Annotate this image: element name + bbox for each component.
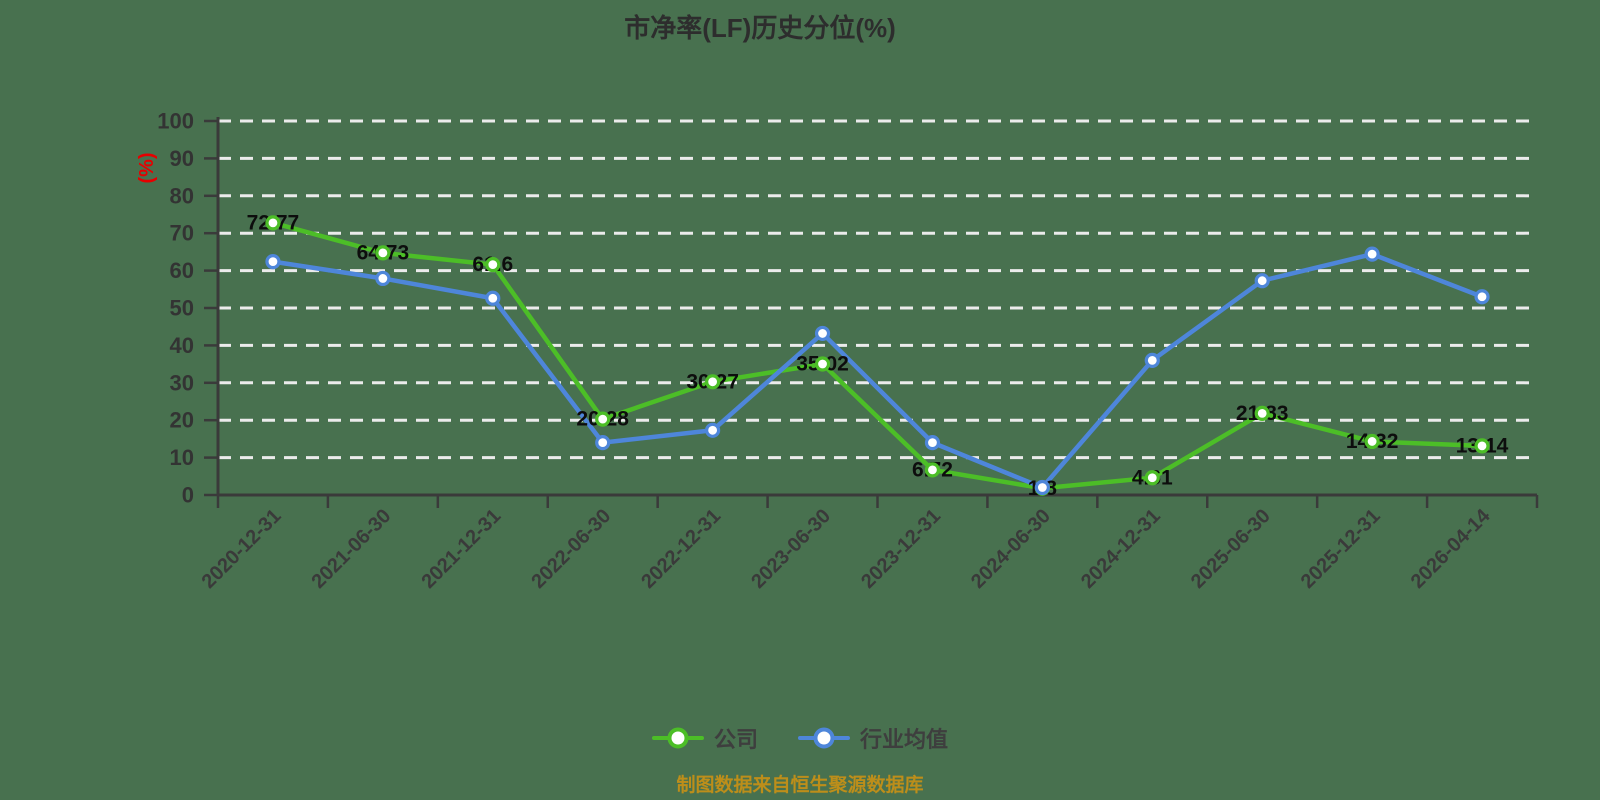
axes bbox=[216, 117, 1537, 497]
industry-series-marker-icon bbox=[798, 726, 850, 750]
data-point-marker[interactable] bbox=[1364, 246, 1380, 262]
legend-label-company: 公司 bbox=[713, 727, 758, 752]
y-tick-label: 10 bbox=[170, 445, 194, 470]
data-point-marker[interactable] bbox=[485, 257, 501, 273]
x-tick-label: 2024-06-30 bbox=[967, 505, 1055, 593]
data-point-marker[interactable] bbox=[485, 290, 501, 306]
gridlines bbox=[218, 119, 1537, 460]
y-tick-label: 100 bbox=[157, 109, 194, 134]
y-tick-label: 90 bbox=[170, 146, 194, 171]
x-tick-label: 2025-12-31 bbox=[1297, 505, 1385, 593]
data-point-marker[interactable] bbox=[924, 462, 941, 478]
x-tick-label: 2022-06-30 bbox=[527, 505, 615, 593]
x-tick-label: 2022-12-31 bbox=[637, 505, 725, 593]
data-point-marker[interactable] bbox=[595, 411, 611, 427]
data-point-marker[interactable] bbox=[924, 435, 941, 451]
y-tick-label: 60 bbox=[170, 258, 194, 283]
y-tick-label: 30 bbox=[170, 370, 194, 395]
data-point-marker[interactable] bbox=[814, 356, 831, 372]
x-tick-label: 2025-06-30 bbox=[1187, 505, 1275, 593]
data-point-marker[interactable] bbox=[1144, 352, 1160, 368]
data-point-marker[interactable] bbox=[1474, 438, 1490, 454]
data-point-marker[interactable] bbox=[1474, 289, 1490, 305]
data-point-marker[interactable] bbox=[375, 245, 391, 261]
x-axis-ticks: 2020-12-31 2021-06-30 2021-12-31 2022-06-30… bbox=[198, 495, 1539, 593]
x-tick-label: 2023-06-30 bbox=[747, 505, 835, 593]
x-tick-label: 2020-12-31 bbox=[198, 505, 286, 593]
y-axis-ticks: 0 10 20 30 40 50 60 70 80 90 100 bbox=[157, 109, 218, 508]
data-point-marker[interactable] bbox=[1254, 405, 1270, 421]
data-point-marker[interactable] bbox=[705, 374, 721, 390]
legend-item-company[interactable]: 公司 bbox=[651, 722, 758, 754]
y-tick-label: 70 bbox=[170, 221, 194, 246]
data-point-marker[interactable] bbox=[814, 325, 831, 342]
data-point-marker[interactable] bbox=[375, 270, 391, 287]
x-tick-label: 2021-06-30 bbox=[308, 505, 396, 593]
y-axis-unit-label: (%) bbox=[136, 152, 158, 183]
data-point-marker[interactable] bbox=[1144, 470, 1160, 486]
legend-item-industry-average[interactable]: 行业均值 bbox=[798, 722, 948, 754]
data-point-marker[interactable] bbox=[265, 215, 281, 231]
data-point-marker[interactable] bbox=[1254, 273, 1270, 289]
x-tick-label: 2024-12-31 bbox=[1077, 505, 1165, 593]
legend: 公司 行业均值 bbox=[651, 722, 948, 754]
company-series-marker-icon bbox=[651, 726, 704, 750]
y-tick-label: 80 bbox=[170, 183, 194, 208]
y-tick-label: 0 bbox=[182, 483, 194, 508]
series-markers-1 bbox=[265, 246, 1490, 496]
series-line-0[interactable] bbox=[270, 220, 1485, 491]
data-source-note: 制图数据来自恒生聚源数据库 bbox=[676, 775, 924, 796]
chart-title: 市净率(LF)历史分位(%) bbox=[624, 13, 896, 43]
y-tick-label: 50 bbox=[170, 296, 194, 321]
series-line-1[interactable] bbox=[270, 251, 1485, 490]
x-tick-label: 2026-04-14 bbox=[1407, 504, 1496, 593]
data-point-marker[interactable] bbox=[595, 435, 611, 451]
data-point-marker[interactable] bbox=[1364, 433, 1380, 450]
y-tick-label: 20 bbox=[170, 408, 194, 433]
data-point-marker[interactable] bbox=[265, 254, 281, 270]
legend-label-industry-average: 行业均值 bbox=[860, 727, 949, 752]
data-point-marker[interactable] bbox=[1034, 479, 1050, 496]
x-tick-label: 2021-12-31 bbox=[417, 505, 505, 593]
y-tick-label: 40 bbox=[170, 333, 194, 358]
data-point-marker[interactable] bbox=[705, 422, 721, 438]
line-chart-plot-area[interactable]: 0 10 20 30 40 50 60 70 80 90 100 2020-12-31 2021-06-… bbox=[0, 0, 1600, 620]
x-tick-label: 2023-12-31 bbox=[857, 505, 945, 593]
